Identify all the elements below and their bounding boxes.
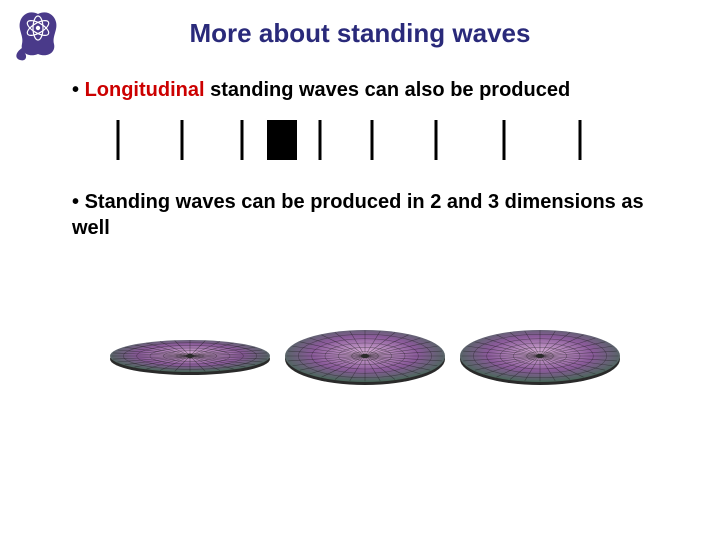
bullet-2: • Standing waves can be produced in 2 an… [72, 189, 658, 241]
bullet-1-highlight: Longitudinal [85, 79, 205, 101]
drum-3 [455, 321, 625, 391]
page-title: More about standing waves [0, 0, 720, 49]
drum-1 [105, 321, 275, 391]
drum-2 [280, 321, 450, 391]
longitudinal-wave-figure [82, 117, 648, 163]
bullet-1-prefix: • [72, 79, 85, 101]
bullet-1-rest: standing waves can also be produced [205, 79, 571, 101]
bullet-1: • Longitudinal standing waves can also b… [72, 77, 658, 103]
drums-row [72, 321, 658, 391]
bullet-2-prefix: • [72, 191, 85, 213]
content-area: • Longitudinal standing waves can also b… [0, 49, 720, 391]
bullet-2-rest: Standing waves can be produced in 2 and … [72, 191, 644, 239]
logo-icon [8, 8, 68, 62]
